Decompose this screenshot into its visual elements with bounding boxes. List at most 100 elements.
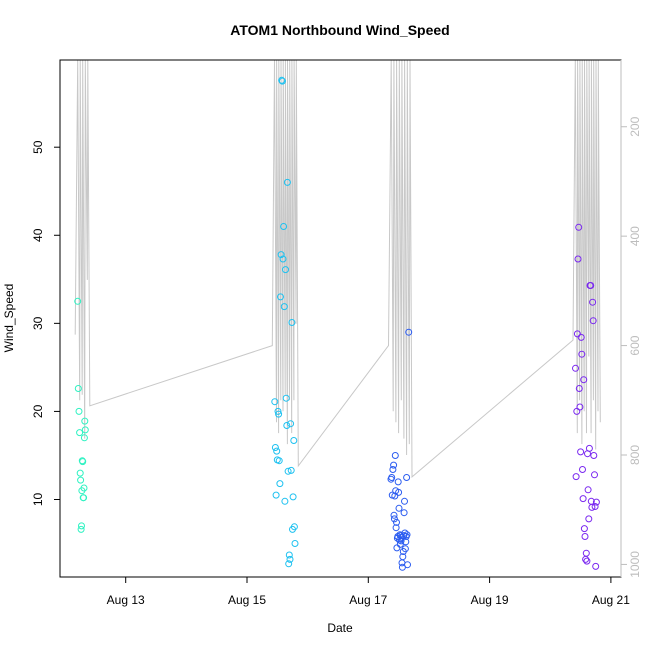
data-point	[274, 407, 282, 415]
data-point	[404, 561, 411, 569]
data-point	[80, 494, 88, 502]
y-tick-label: 40	[31, 228, 45, 242]
data-point	[401, 529, 409, 537]
data-point	[390, 515, 398, 523]
data-point	[282, 266, 289, 274]
data-point	[393, 518, 400, 526]
data-point	[391, 452, 399, 459]
chart-title: ATOM1 Northbound Wind_Speed	[230, 22, 449, 38]
data-point	[592, 498, 600, 506]
data-point	[580, 376, 588, 384]
data-point	[76, 429, 84, 437]
data-point	[74, 385, 82, 392]
data-point	[592, 562, 600, 570]
x-tick-label: Aug 17	[349, 593, 387, 607]
y-tick-label: 30	[31, 316, 45, 330]
data-point	[286, 555, 294, 563]
data-point	[591, 503, 599, 510]
data-point	[395, 488, 403, 496]
data-point	[282, 394, 290, 402]
data-point	[398, 533, 406, 541]
data-point	[290, 523, 298, 531]
data-point	[283, 422, 291, 429]
data-point	[276, 480, 284, 488]
data-point	[390, 461, 398, 469]
data-point	[401, 545, 409, 553]
right-tick-label: 400	[628, 226, 642, 246]
data-point	[287, 466, 295, 474]
data-point	[587, 282, 595, 289]
data-point	[388, 474, 396, 481]
data-point	[396, 540, 404, 548]
data-point	[74, 297, 82, 305]
data-point	[285, 560, 293, 568]
y-axis-label: Wind_Speed	[2, 284, 16, 353]
data-point	[81, 426, 89, 434]
data-point	[581, 533, 589, 540]
data-point	[399, 553, 407, 561]
data-point	[579, 466, 586, 473]
data-point	[75, 407, 83, 415]
data-point	[589, 298, 597, 306]
data-point	[81, 417, 89, 425]
data-point	[271, 398, 279, 406]
data-point	[77, 476, 85, 484]
data-point	[403, 474, 411, 481]
data-point	[573, 330, 581, 338]
data-point	[574, 255, 582, 263]
data-point	[588, 503, 596, 511]
data-point	[395, 504, 403, 512]
x-axis-label: Date	[327, 621, 353, 635]
data-point	[277, 251, 285, 259]
right-tick-label: 1000	[628, 551, 642, 578]
data-point	[280, 223, 288, 230]
data-point	[590, 452, 598, 459]
pressure-line	[74, 59, 601, 478]
x-tick-label: Aug 19	[471, 593, 509, 607]
data-point	[278, 76, 286, 84]
data-point	[277, 293, 284, 301]
data-point	[80, 434, 88, 442]
axes: 10 20 30 40 50 Aug 13 Aug 15 Aug 17 Aug 19 Aug 21…	[31, 60, 642, 607]
data-point	[78, 522, 85, 530]
data-point	[390, 511, 398, 519]
data-point	[401, 497, 408, 505]
data-point	[289, 493, 297, 501]
data-point	[577, 448, 585, 456]
data-point	[275, 457, 283, 465]
x-tick-label: Aug 15	[228, 593, 266, 607]
data-point	[578, 350, 586, 358]
y-tick-label: 50	[31, 140, 45, 154]
data-point	[591, 471, 598, 479]
data-points	[74, 76, 600, 571]
data-point	[589, 317, 597, 325]
data-point	[400, 509, 408, 517]
data-point	[582, 549, 590, 557]
data-point	[583, 557, 591, 565]
data-point	[80, 484, 88, 492]
data-point	[280, 303, 288, 311]
y-tick-label: 10	[31, 492, 45, 506]
data-point	[579, 495, 587, 503]
data-point	[576, 403, 584, 411]
data-point	[585, 515, 593, 523]
data-point	[584, 486, 592, 494]
data-point	[288, 319, 296, 326]
data-point	[575, 223, 583, 231]
y-tick-label: 20	[31, 404, 45, 418]
data-point	[394, 478, 402, 486]
data-point	[275, 410, 283, 418]
data-point	[273, 447, 281, 455]
right-tick-label: 200	[628, 116, 642, 136]
data-point	[575, 385, 583, 392]
data-point	[76, 469, 84, 477]
data-point	[572, 473, 580, 481]
data-point	[285, 551, 293, 559]
data-point	[572, 364, 579, 372]
data-point	[272, 491, 280, 499]
data-point	[580, 525, 588, 533]
data-point	[279, 255, 287, 263]
data-point	[283, 178, 291, 186]
